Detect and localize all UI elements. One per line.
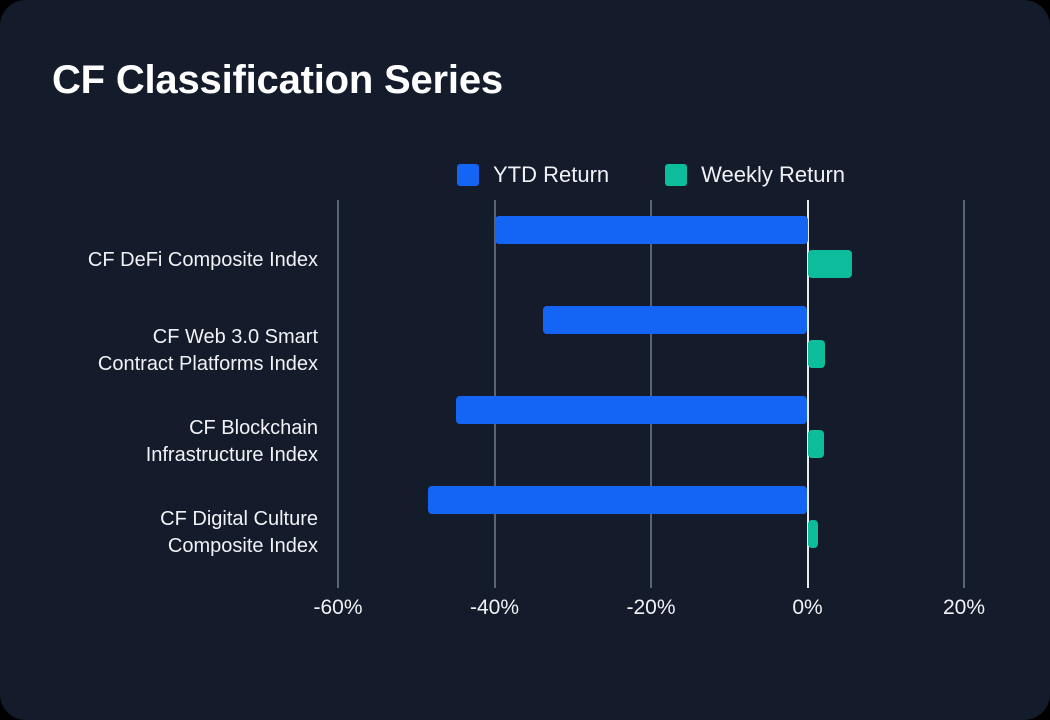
category-label-1: CF Web 3.0 Smart Contract Platforms Inde… <box>40 324 318 378</box>
x-axis-tick-label: -60% <box>313 596 363 619</box>
gridline-0pct <box>806 200 809 588</box>
category-label-0: CF DeFi Composite Index <box>40 247 318 274</box>
legend-item-weekly-return[interactable]: Weekly Return <box>665 162 845 188</box>
gridline-neg20pct <box>650 200 652 588</box>
x-axis-tick-label: 0% <box>792 596 823 619</box>
bar-ytd-2[interactable] <box>456 396 808 424</box>
x-axis: -60% -40% -20% 0% 20% <box>313 596 985 630</box>
category-label-3: CF Digital Culture Composite Index <box>40 506 318 560</box>
bar-ytd-1[interactable] <box>543 306 808 334</box>
legend-swatch-icon-ytd <box>456 164 479 186</box>
x-axis-tick-label: -40% <box>469 596 520 619</box>
gridline-neg40pct <box>493 200 496 588</box>
category-label-2-line2: Infrastructure Index <box>145 444 318 466</box>
bar-ytd-0[interactable] <box>494 216 808 244</box>
category-label-1-line1: CF Web 3.0 Smart <box>152 326 318 348</box>
category-label-3-line2: Composite Index <box>167 535 318 557</box>
bar-group <box>338 200 964 290</box>
category-label-1-line2: Contract Platforms Index <box>97 353 318 375</box>
legend-swatch-icon-weekly <box>665 164 688 186</box>
chart-legend: YTD Return Weekly Return <box>338 160 964 190</box>
bar-group <box>338 380 964 470</box>
category-label-3-line1: CF Digital Culture <box>160 508 318 530</box>
category-label-2: CF Blockchain Infrastructure Index <box>40 415 318 469</box>
bar-weekly-1[interactable] <box>807 340 825 368</box>
legend-item-ytd-return[interactable]: YTD Return <box>456 162 610 188</box>
x-axis-tick-label: 20% <box>942 596 986 619</box>
bar-weekly-2[interactable] <box>807 430 824 458</box>
gridline-20pct <box>963 200 965 588</box>
page-title: CF Classification Series <box>52 58 503 102</box>
bar-weekly-3[interactable] <box>807 520 818 548</box>
category-axis-labels: CF DeFi Composite Index CF Web 3.0 Smart… <box>40 200 318 588</box>
category-label-2-line1: CF Blockchain <box>189 417 318 439</box>
bar-ytd-3[interactable] <box>427 486 808 514</box>
x-axis-tick-label: -20% <box>626 596 676 619</box>
gridline-neg60pct <box>337 200 339 588</box>
plot-area <box>337 200 965 588</box>
category-label-0-line1: CF DeFi Composite Index <box>87 249 318 271</box>
bar-weekly-0[interactable] <box>807 250 853 278</box>
legend-label-weekly: Weekly Return <box>701 162 846 187</box>
legend-label-ytd: YTD Return <box>492 162 610 187</box>
bar-group <box>338 470 964 560</box>
bar-group <box>338 290 964 380</box>
bar-rows <box>338 200 964 588</box>
